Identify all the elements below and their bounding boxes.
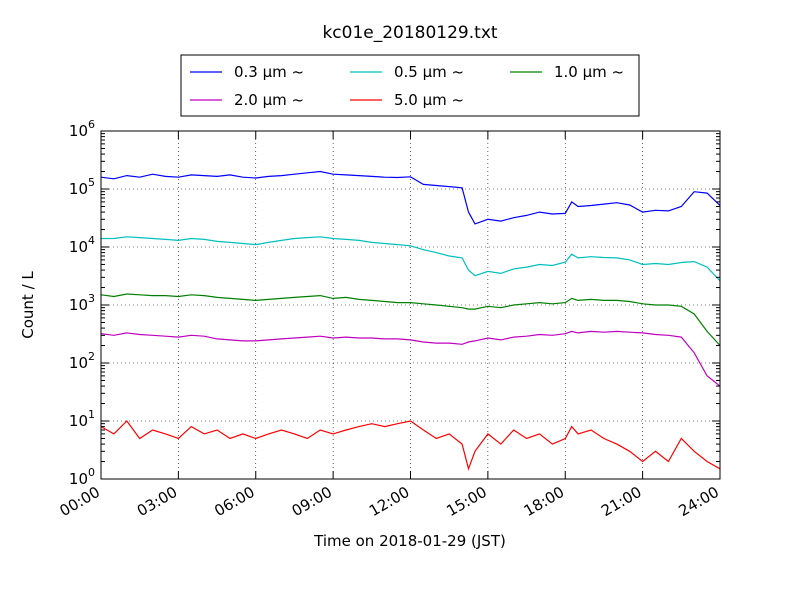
series-layer xyxy=(101,170,720,471)
y-axis-label: Count / L xyxy=(19,271,37,339)
legend-label: 0.3 μm ~ xyxy=(234,63,304,81)
x-tick-label: 18:00 xyxy=(521,483,567,520)
y-tick-label: 101 xyxy=(69,408,95,430)
series-line-1 xyxy=(101,236,720,282)
legend-label: 0.5 μm ~ xyxy=(394,63,464,81)
legend-label: 5.0 μm ~ xyxy=(394,91,464,109)
y-tick-label: 100 xyxy=(69,466,95,488)
chart-title: kc01e_20180129.txt xyxy=(322,23,497,43)
series-line-4 xyxy=(101,420,720,471)
x-tick-label: 00:00 xyxy=(57,483,103,520)
series-line-0 xyxy=(101,170,720,225)
series-line-2 xyxy=(101,293,720,346)
series-line-3 xyxy=(101,330,720,387)
axes: 100 101 102 103 104 105 106 00:00 03:00 06:00 09:0… xyxy=(57,118,722,520)
legend: 0.3 μm ~ 0.5 μm ~ 1.0 μm ~ 2.0 μm ~ 5.0 μm ~ xyxy=(180,54,640,117)
y-tick-label: 102 xyxy=(69,350,95,372)
x-tick-label: 21:00 xyxy=(598,483,644,520)
y-tick-label: 106 xyxy=(69,118,95,140)
grid-lines xyxy=(101,131,720,479)
legend-label: 2.0 μm ~ xyxy=(234,91,304,109)
y-tick-label: 105 xyxy=(69,176,95,198)
x-tick-label: 03:00 xyxy=(134,483,180,520)
x-axis-label: Time on 2018-01-29 (JST) xyxy=(313,532,506,550)
y-tick-label: 104 xyxy=(69,234,95,256)
x-tick-label: 12:00 xyxy=(366,483,412,520)
x-tick-label: 09:00 xyxy=(289,483,335,520)
legend-box xyxy=(180,54,640,117)
x-tick-label: 06:00 xyxy=(211,483,257,520)
legend-label: 1.0 μm ~ xyxy=(554,63,624,81)
y-tick-label: 103 xyxy=(69,292,95,314)
x-tick-label: 24:00 xyxy=(676,483,722,520)
x-tick-label: 15:00 xyxy=(443,483,489,520)
